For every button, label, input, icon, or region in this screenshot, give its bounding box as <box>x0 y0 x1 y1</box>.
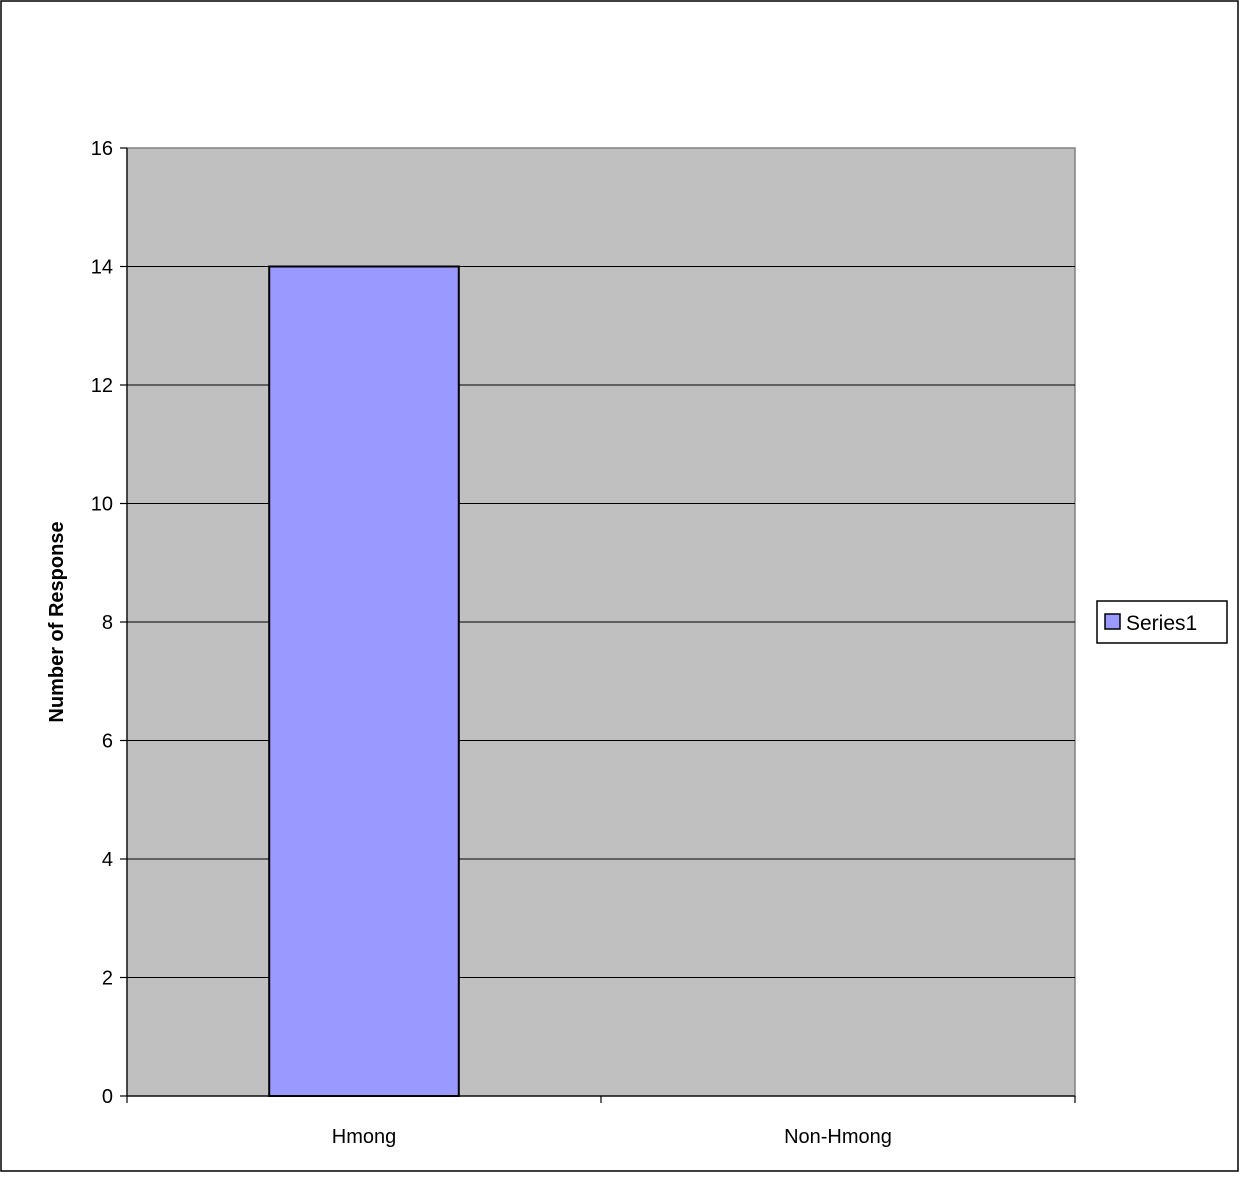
axes <box>120 147 1076 1103</box>
y-tick-label: 6 <box>102 731 113 753</box>
x-tick-label: Hmong <box>332 1126 396 1148</box>
y-tick-label: 12 <box>91 375 113 397</box>
y-axis-title: Number of Response <box>46 521 68 722</box>
legend: Series1 <box>1096 600 1228 644</box>
y-tick-label: 2 <box>102 968 113 990</box>
x-tick-labels: Hmong Non-Hmong <box>332 1126 892 1148</box>
y-tick-label: 0 <box>102 1086 113 1108</box>
legend-label-series1: Series1 <box>1126 612 1197 635</box>
y-tick-labels: 0 2 4 6 8 10 12 14 16 <box>91 138 113 1108</box>
y-tick-label: 14 <box>91 257 113 279</box>
x-tick-label: Non-Hmong <box>784 1126 892 1148</box>
y-tick-label: 10 <box>91 494 113 516</box>
bar-hmong <box>268 265 460 1097</box>
y-tick-label: 8 <box>102 612 113 634</box>
y-tick-label: 4 <box>102 849 113 871</box>
bars <box>268 265 460 1097</box>
y-tick-label: 16 <box>91 138 113 160</box>
legend-swatch-series1 <box>1104 613 1121 630</box>
